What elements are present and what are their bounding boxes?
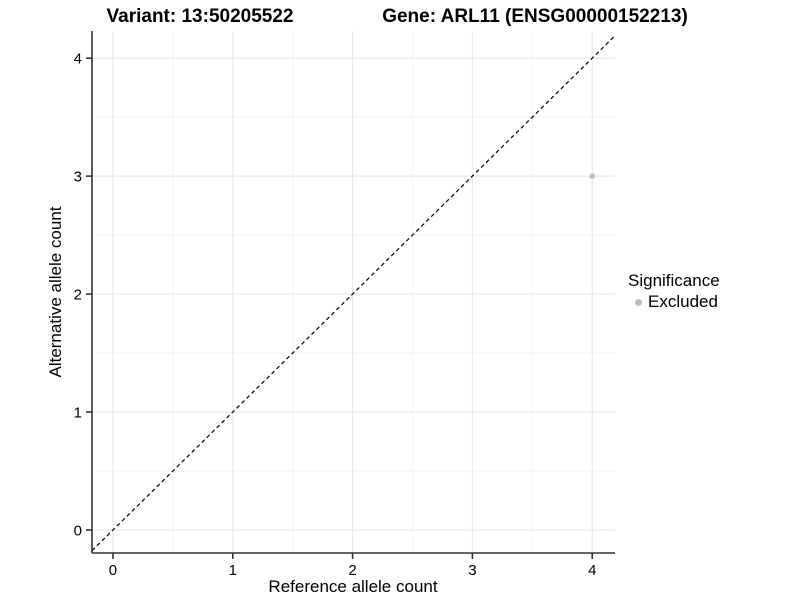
y-tick-label: 1 xyxy=(74,405,82,422)
y-tick-label: 4 xyxy=(74,51,82,68)
x-tick-label: 1 xyxy=(229,562,237,579)
variant-title: Variant: 13:50205522 xyxy=(106,6,294,27)
y-axis-title: Alternative allele count xyxy=(46,206,65,378)
legend-title: Significance xyxy=(628,271,720,290)
legend-point-icon xyxy=(635,298,642,306)
y-tick-label: 0 xyxy=(74,522,82,539)
x-tick-label: 3 xyxy=(468,562,476,579)
y-tick-label: 3 xyxy=(74,169,82,186)
identity-dashed-line xyxy=(91,35,616,552)
x-tick-label: 4 xyxy=(588,562,596,579)
data-point xyxy=(589,173,596,179)
legend: Significance Excluded xyxy=(628,270,720,312)
x-axis-title: Reference allele count xyxy=(268,577,438,596)
gene-title: Gene: ARL11 (ENSG00000152213) xyxy=(382,6,688,27)
y-tick-label: 2 xyxy=(74,287,82,304)
x-tick-label: 2 xyxy=(348,562,356,579)
legend-entry-label: Excluded xyxy=(648,292,718,311)
x-tick-label: 0 xyxy=(109,562,117,579)
legend-entry-excluded: Excluded xyxy=(628,292,720,312)
